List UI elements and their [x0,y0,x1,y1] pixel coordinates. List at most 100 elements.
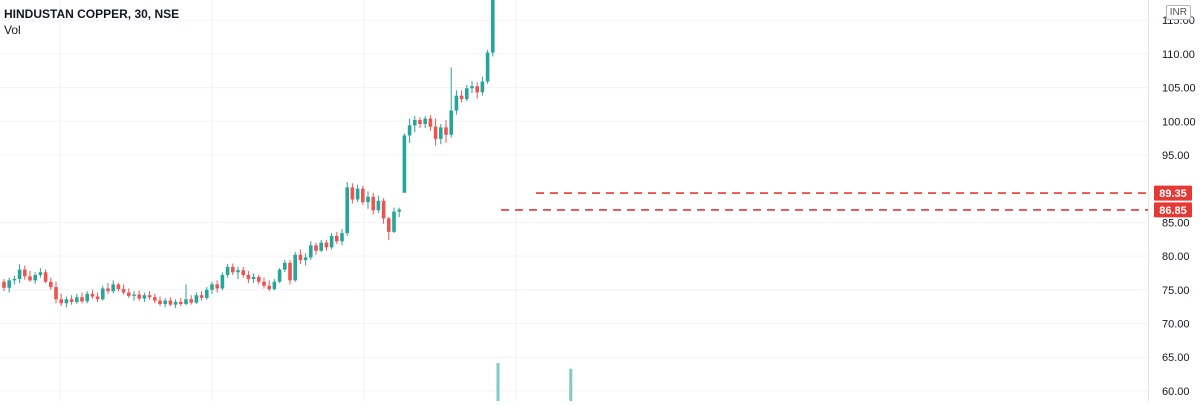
candle-body [12,279,17,281]
volume-bar [569,368,573,401]
candle-body [324,242,329,248]
candle-body [298,254,303,261]
candle-body [132,294,136,296]
candle-body [267,285,271,290]
candle-body [361,188,365,203]
price-line-label-bg [1154,202,1192,218]
candle-body [459,95,464,100]
candle-body [257,276,261,282]
candle-body [85,293,89,302]
candle-body [454,95,459,111]
candle-body [371,196,375,211]
candle-body [127,292,131,296]
candle-body [392,211,396,232]
candle-body [475,86,479,93]
candle-body [49,281,53,288]
candle-body [111,284,115,292]
candle-body [350,187,355,200]
candle-body [142,295,147,299]
candle-body [423,118,427,125]
candle-body [449,110,453,135]
candle-body [101,288,105,300]
candle-body [288,262,292,281]
candle-body [309,245,313,258]
candle-body [2,281,6,288]
candle-body [397,209,401,212]
candle-body [147,295,152,298]
candle-body [314,245,318,251]
price-lines [501,192,1148,211]
candle-body [194,295,199,303]
candle-body [199,295,204,298]
price-tick-label: 70.00 [1162,318,1190,330]
candle-body [246,274,251,280]
candle-body [480,81,485,93]
candle-body [366,196,370,203]
candle-body [38,272,43,275]
candle-body [225,266,230,275]
price-tick-label: 65.00 [1162,352,1190,364]
price-tick-label: 75.00 [1162,285,1190,297]
candle-body [106,288,110,292]
candle-body [340,233,344,242]
candle-body [220,274,225,289]
candle-body [293,254,297,281]
candle-body [465,88,469,100]
candle-body [210,284,214,290]
price-tick-label: 105.00 [1162,83,1196,95]
candle-body [402,135,407,193]
candle-body [376,200,381,211]
price-tick-label: 85.00 [1162,217,1190,229]
candle-body [485,52,490,82]
candle-body [413,119,417,126]
candle-body [329,235,334,248]
candle-body [335,235,339,242]
candle-body [491,0,495,53]
candle-body [17,269,22,280]
candle-body [418,119,422,125]
currency-badge[interactable]: INR [1165,5,1191,20]
chart-legend: HINDUSTAN COPPER, 30, NSE Vol [4,6,179,38]
grid [0,0,1148,401]
candle-body [319,242,323,251]
candle-body [262,281,266,286]
candle-body [121,289,126,293]
candle-body [241,270,245,275]
candle-body [444,127,448,135]
candle-body [428,118,433,127]
candle-body [303,257,308,261]
candle-body [158,300,162,304]
candle-body [173,301,178,305]
chart-title: HINDUSTAN COPPER, 30, NSE [4,7,180,21]
candle-body [272,281,277,290]
candle-body [116,284,121,290]
candle-body [168,300,173,305]
candle-body [43,272,48,282]
price-line-label: 86.85 [1159,205,1187,217]
price-tick-label: 80.00 [1162,251,1190,263]
candle-body [407,125,412,136]
price-tick-label: 110.00 [1162,49,1195,61]
price-axis[interactable]: 89.35 86.85 60.00 65.00 70.00 75.00 80.00 85.00… [1148,0,1196,401]
candle-body [433,126,438,139]
price-tick-label: 60.00 [1162,386,1190,398]
candle-body [439,127,443,139]
price-line-label-bg [1154,185,1192,201]
candle-body [75,297,79,302]
candle-body [33,274,37,281]
candle-body [215,284,219,289]
candle-body [205,289,209,298]
price-line-label: 89.35 [1159,188,1187,200]
candle-body [59,299,63,304]
candle-body [236,270,240,273]
candle-body [80,297,84,302]
candle-body [277,269,282,282]
candle-body [470,86,474,89]
volume-bar [496,363,500,401]
candle-body [90,293,95,297]
candle-body [345,187,349,234]
candle-body [381,200,386,219]
candle-body [179,301,183,304]
